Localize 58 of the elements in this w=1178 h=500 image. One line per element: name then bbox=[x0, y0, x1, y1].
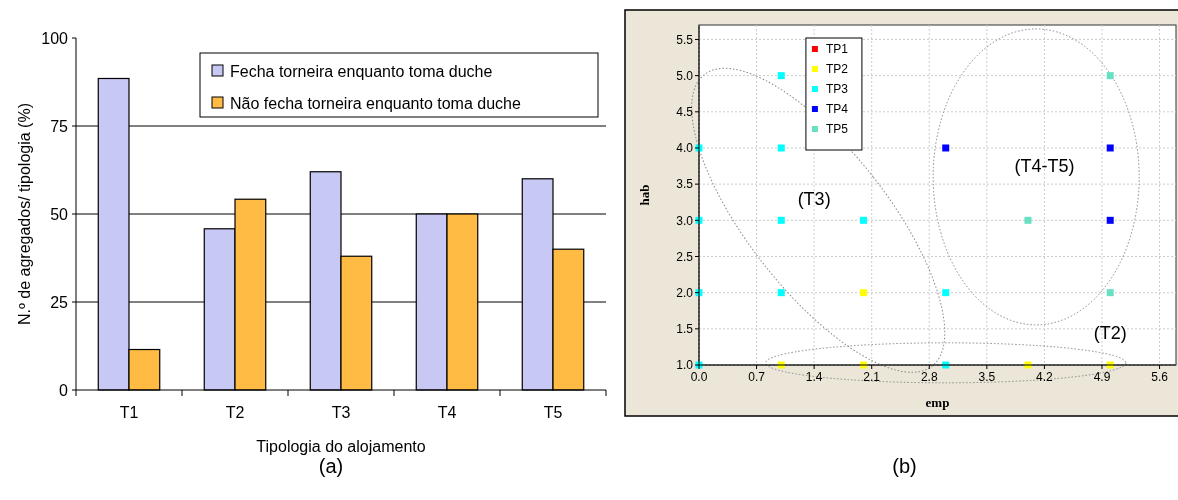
y-tick-label: 25 bbox=[50, 293, 69, 311]
point bbox=[777, 216, 785, 224]
legend-label: TP4 bbox=[825, 102, 849, 117]
x-tick-label: 0.7 bbox=[748, 370, 766, 384]
y-tick-label: 4.0 bbox=[676, 141, 694, 156]
x-tick-label: 5.6 bbox=[1151, 370, 1169, 384]
annotation: (T4-T5) bbox=[1014, 156, 1075, 177]
text: (b) bbox=[892, 455, 917, 477]
annotation: (T2) bbox=[1093, 322, 1127, 343]
text: (a) bbox=[318, 455, 344, 477]
point bbox=[942, 289, 950, 297]
x-tick-label: 0.0 bbox=[690, 370, 708, 384]
y-tick-label: 4.5 bbox=[676, 105, 694, 120]
y-tick-label: 0 bbox=[59, 381, 69, 399]
x-tick-label: T5 bbox=[543, 404, 563, 421]
y-tick-label: 50 bbox=[50, 205, 69, 223]
x-tick-label: 4.9 bbox=[1093, 370, 1111, 384]
legend-label: TP5 bbox=[825, 122, 849, 137]
x-axis-title: Tipologia do alojamento bbox=[256, 438, 426, 455]
y-tick-label: 1.0 bbox=[676, 358, 694, 373]
point bbox=[777, 72, 785, 80]
y-tick-label: 3.5 bbox=[676, 177, 694, 192]
annotation: (T3) bbox=[797, 188, 831, 209]
y-tick-label: 5.5 bbox=[676, 32, 694, 47]
x-tick-label: T1 bbox=[119, 404, 139, 421]
x-tick-label: T2 bbox=[225, 404, 245, 421]
x-axis-title: emp bbox=[925, 395, 950, 410]
point bbox=[777, 289, 785, 297]
y-tick-label: 2.0 bbox=[676, 285, 694, 300]
legend-label: TP1 bbox=[825, 42, 849, 57]
point bbox=[942, 144, 950, 152]
legend-label: Não fecha torneira enquanto toma duche bbox=[230, 94, 521, 112]
point bbox=[777, 144, 785, 152]
point bbox=[859, 216, 867, 224]
x-tick-label: T3 bbox=[331, 404, 351, 421]
y-axis-title: hab bbox=[637, 184, 652, 206]
legend-label: TP2 bbox=[825, 62, 849, 77]
x-tick-label: T4 bbox=[437, 404, 457, 421]
point bbox=[1106, 216, 1114, 224]
point bbox=[859, 289, 867, 297]
x-tick-label: 3.5 bbox=[978, 370, 996, 384]
point bbox=[1106, 72, 1114, 80]
legend-label: Fecha torneira enquanto toma duche bbox=[230, 62, 493, 80]
y-tick-label: 3.0 bbox=[676, 213, 694, 228]
point bbox=[1106, 289, 1114, 297]
y-tick-label: 2.5 bbox=[676, 249, 694, 264]
point bbox=[1106, 144, 1114, 152]
point bbox=[1024, 216, 1032, 224]
y-tick-label: 100 bbox=[41, 29, 69, 47]
y-tick-label: 1.5 bbox=[676, 322, 694, 337]
x-tick-label: 2.8 bbox=[920, 370, 938, 384]
x-tick-label: 4.2 bbox=[1036, 370, 1054, 384]
legend-label: TP3 bbox=[825, 82, 849, 97]
y-tick-label: 5.0 bbox=[676, 68, 694, 83]
x-tick-label: 1.4 bbox=[805, 370, 823, 384]
y-tick-label: 75 bbox=[50, 117, 69, 135]
y-axis-title: N.º de agregados/ tipologia (%) bbox=[16, 103, 33, 325]
x-tick-label: 2.1 bbox=[863, 370, 881, 384]
